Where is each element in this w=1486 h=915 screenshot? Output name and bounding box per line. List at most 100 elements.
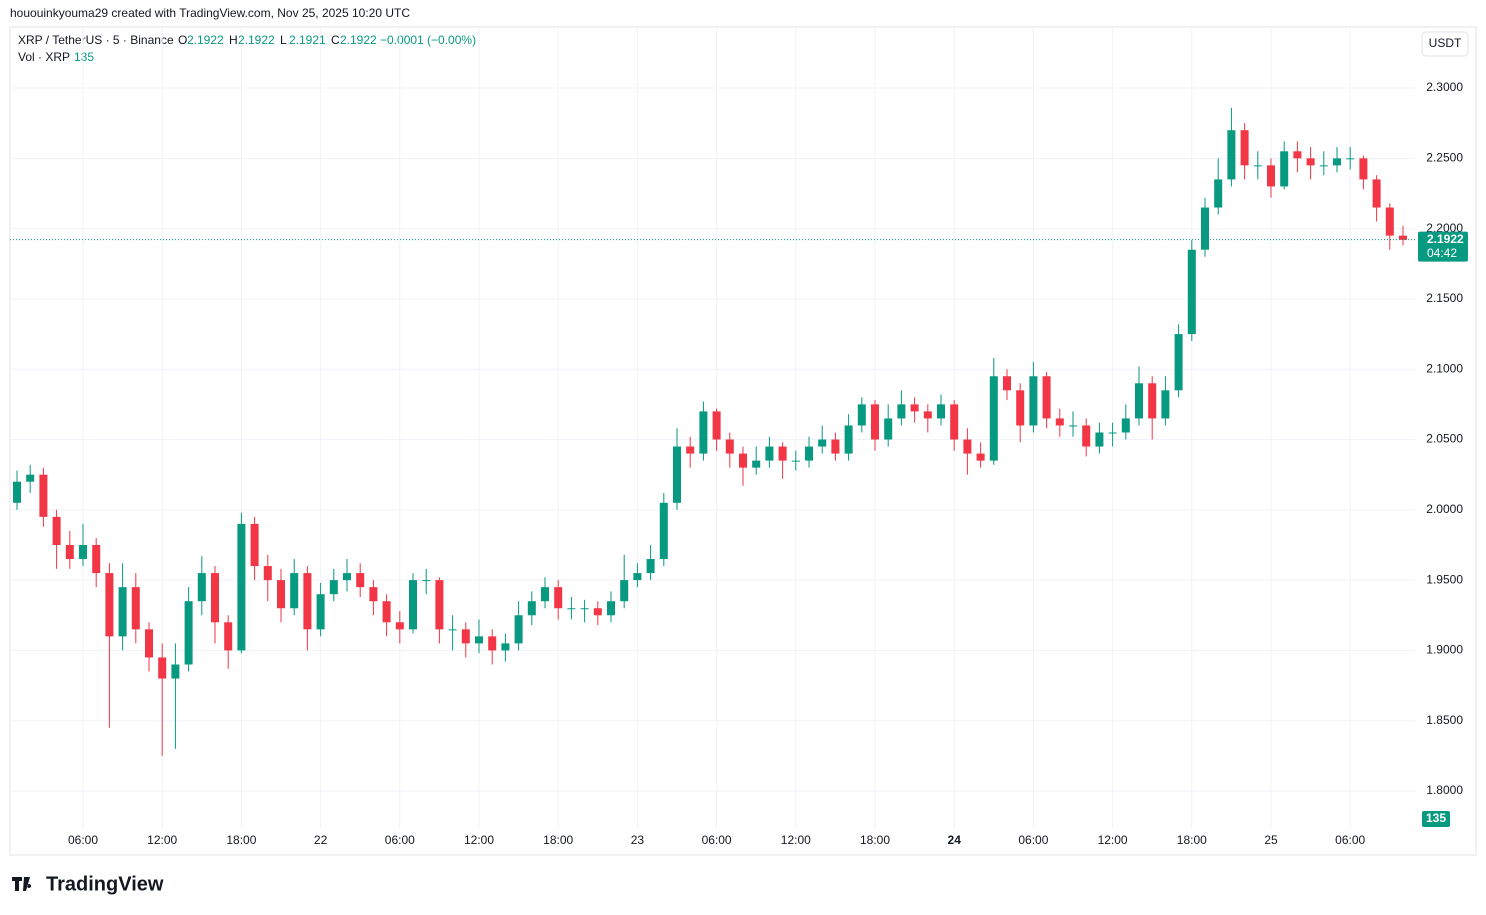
y-tick-label: 1.8500 — [1426, 713, 1463, 727]
candle-body — [1135, 383, 1143, 419]
candle-body — [329, 580, 338, 595]
candle-body — [1108, 432, 1117, 434]
candle-body — [171, 664, 180, 679]
candle-body — [989, 376, 998, 461]
candle-body — [541, 587, 549, 602]
footer-logo: TradingView — [12, 873, 164, 895]
candle-body — [963, 439, 972, 454]
candle-body — [1372, 179, 1381, 208]
y-tick-label: 1.8000 — [1426, 783, 1463, 797]
x-tick-label: 06:00 — [702, 833, 732, 847]
candle-body — [567, 608, 576, 610]
candle-body — [303, 573, 312, 630]
candle-body — [250, 523, 259, 567]
currency-button[interactable] — [1421, 31, 1469, 57]
candle-body — [1306, 158, 1315, 166]
candle-body — [435, 580, 444, 630]
candle-body — [857, 404, 866, 426]
y-tick-label: 2.0000 — [1426, 502, 1463, 516]
x-tick-label: 18:00 — [860, 833, 890, 847]
volume-box — [1422, 811, 1450, 827]
x-tick-label: 06:00 — [68, 833, 98, 847]
candle-body — [52, 516, 61, 545]
candle-body — [1346, 158, 1355, 160]
candle-body — [39, 474, 48, 517]
candle-body — [475, 636, 483, 644]
candle-body — [290, 573, 299, 609]
candle-body — [976, 453, 985, 461]
candle-body — [607, 601, 615, 616]
candle-body — [1399, 235, 1407, 240]
candle-body — [1214, 179, 1223, 208]
candle-body — [554, 587, 563, 609]
candle-body — [699, 411, 708, 454]
candle-body — [26, 474, 35, 482]
candle-body — [950, 404, 959, 440]
candle-body — [184, 601, 193, 665]
candle-body — [514, 615, 523, 644]
candle-body — [79, 544, 87, 560]
candle-body — [1055, 418, 1064, 426]
footer: TradingView — [46, 873, 164, 895]
candle-body — [580, 608, 589, 610]
y-tick-label: 2.1500 — [1426, 291, 1463, 305]
candle-body — [395, 622, 404, 630]
ohlc-label: L — [280, 33, 287, 47]
candle-body — [739, 453, 747, 468]
ohlc-value: 2.1921 — [289, 33, 326, 47]
candle-body — [1187, 249, 1196, 335]
grid — [10, 27, 1415, 828]
y-tick-label: 2.2000 — [1426, 221, 1463, 235]
x-tick-label: 18:00 — [226, 833, 256, 847]
candle-body — [145, 629, 153, 658]
candle-body — [791, 460, 800, 462]
y-tick-label: 1.9500 — [1426, 572, 1463, 586]
candle-body — [897, 404, 906, 419]
candle-body — [488, 636, 497, 651]
candle-body — [1121, 418, 1130, 433]
currency[interactable]: USDT — [1429, 36, 1462, 50]
ohlc-label: H — [229, 33, 238, 47]
candle-body — [501, 643, 510, 651]
candle-body — [131, 587, 140, 630]
symbol: XRP / TetherUS · 5 · Binance — [18, 33, 174, 47]
candle-body — [422, 580, 431, 582]
volume-badge: 135 — [1426, 811, 1446, 825]
candle-body — [118, 587, 127, 637]
candle-body — [527, 601, 536, 616]
candle-body — [382, 601, 391, 623]
candle-body — [92, 544, 101, 574]
candle-body — [1359, 158, 1368, 180]
candle-body — [844, 425, 853, 454]
last-price-box — [1418, 231, 1468, 262]
candle-body — [1240, 130, 1249, 166]
candle-body — [871, 404, 879, 440]
y-tick-label: 2.1000 — [1426, 361, 1463, 375]
candle-body — [1280, 151, 1289, 187]
candle-body — [1174, 334, 1183, 391]
candle-body — [13, 481, 21, 503]
candle-body — [1029, 376, 1038, 426]
candle-body — [1385, 207, 1394, 236]
candle-body — [593, 608, 602, 616]
candle-body — [1069, 425, 1077, 427]
ohlc-value: 2.1922 — [340, 33, 377, 47]
candle-body — [1293, 151, 1302, 159]
y-tick-label: 2.2500 — [1426, 150, 1463, 164]
candle-body — [1319, 165, 1328, 167]
candle-body — [765, 446, 774, 461]
candle-body — [343, 573, 351, 581]
candle-body — [1227, 130, 1236, 180]
change: −0.0001 (−0.00%) — [380, 33, 476, 47]
candle-body — [224, 622, 233, 651]
candle-body — [712, 411, 721, 440]
x-tick-label: 18:00 — [1177, 833, 1207, 847]
candle-body — [1201, 207, 1209, 250]
candle-body — [1161, 390, 1170, 419]
candle-body — [673, 446, 681, 503]
ohlc-label: C — [331, 33, 340, 47]
x-tick-label: 06:00 — [385, 833, 415, 847]
candle-body — [356, 573, 365, 588]
candle-body — [263, 566, 272, 581]
countdown: 04:42 — [1427, 246, 1457, 260]
